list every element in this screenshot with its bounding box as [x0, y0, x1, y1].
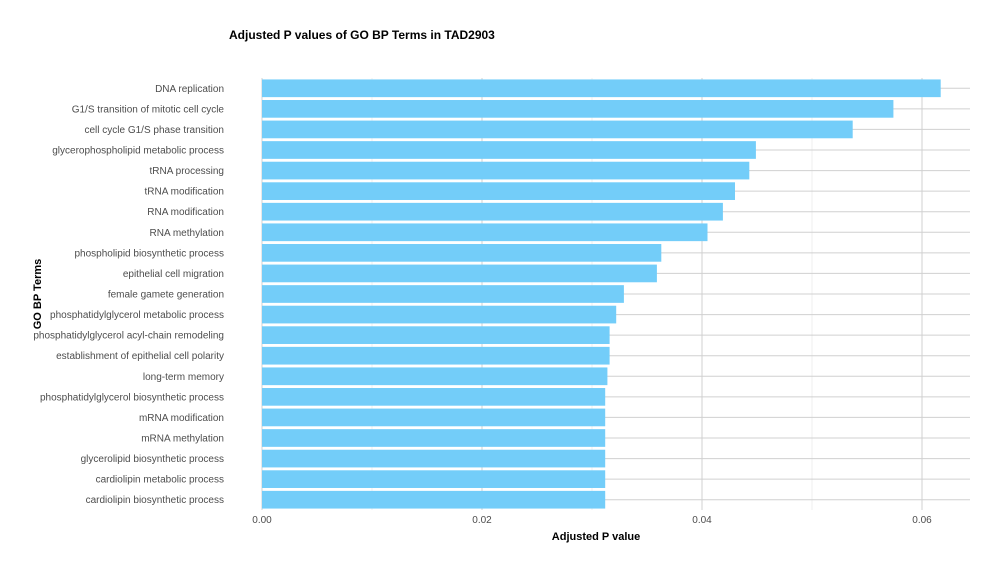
bar: [262, 141, 756, 159]
bar: [262, 346, 610, 365]
x-tick-label: 0.06: [912, 515, 932, 526]
y-axis-label: GO BP Terms: [32, 259, 44, 330]
bar: [262, 470, 606, 488]
x-tick-label: 0.02: [472, 515, 492, 526]
bar: [262, 367, 608, 386]
x-axis-label: Adjusted P value: [552, 531, 640, 543]
y-tick-label: establishment of epithelial cell polarit…: [56, 351, 224, 362]
bars: [262, 79, 941, 509]
bar: [262, 429, 606, 447]
y-tick-label: phosphatidylglycerol acyl-chain remodeli…: [33, 331, 224, 342]
y-tick-label: long-term memory: [143, 372, 224, 383]
bar: [262, 100, 894, 118]
y-tick-label: female gamete generation: [108, 290, 224, 301]
chart-title: Adjusted P values of GO BP Terms in TAD2…: [229, 28, 495, 42]
y-tick-label: tRNA modification: [145, 187, 224, 198]
y-tick-label: cell cycle G1/S phase transition: [84, 125, 224, 136]
bar: [262, 326, 610, 344]
bar: [262, 264, 657, 283]
bar: [262, 79, 941, 98]
y-tick-label: cardiolipin metabolic process: [96, 475, 224, 486]
bar: [262, 449, 606, 468]
y-tick-label: mRNA modification: [139, 413, 224, 424]
bar: [262, 285, 624, 303]
x-tick-label: 0.00: [252, 515, 272, 526]
x-tick-labels: 0.00 0.02 0.04 0.06: [252, 515, 932, 526]
y-tick-labels: DNA replication G1/S transition of mitoti…: [33, 84, 224, 506]
bar: [262, 305, 617, 324]
y-tick-label: glycerophospholipid metabolic process: [52, 146, 224, 157]
y-tick-label: phospholipid biosynthetic process: [74, 248, 224, 259]
y-tick-label: phosphatidylglycerol biosynthetic proces…: [40, 392, 224, 403]
bar: [262, 388, 606, 406]
bar: [262, 202, 723, 221]
bar: [262, 120, 853, 139]
y-tick-label: G1/S transition of mitotic cell cycle: [72, 104, 225, 115]
y-tick-label: tRNA processing: [150, 166, 224, 177]
bar: [262, 182, 735, 200]
y-tick-label: epithelial cell migration: [123, 269, 224, 280]
y-tick-label: mRNA methylation: [141, 434, 224, 445]
y-tick-label: DNA replication: [155, 84, 224, 95]
y-tick-label: glycerolipid biosynthetic process: [81, 454, 224, 465]
bar: [262, 244, 662, 262]
bar: [262, 490, 606, 509]
y-tick-label: RNA modification: [147, 207, 224, 218]
x-tick-label: 0.04: [692, 515, 712, 526]
y-tick-label: RNA methylation: [150, 228, 224, 239]
y-tick-label: phosphatidylglycerol metabolic process: [50, 310, 224, 321]
bar: [262, 161, 750, 180]
bar: [262, 223, 708, 242]
y-tick-label: cardiolipin biosynthetic process: [86, 495, 224, 506]
bar: [262, 408, 606, 427]
